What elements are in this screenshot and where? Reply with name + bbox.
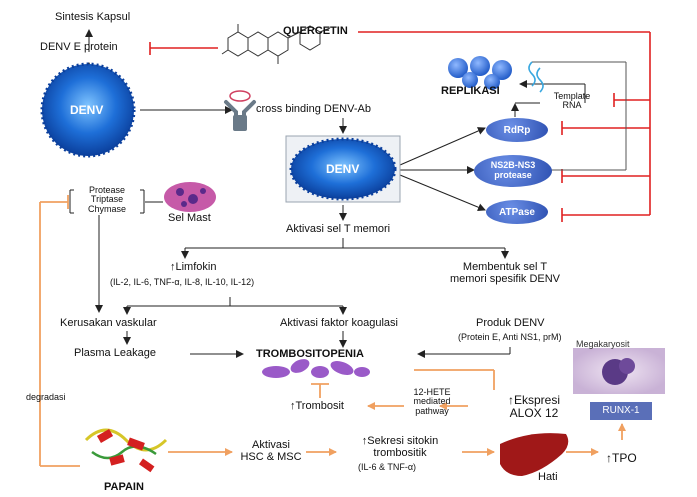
liver-icon	[500, 433, 569, 476]
runx1-box: RUNX-1	[590, 402, 652, 420]
rdrp-label: RdRp	[503, 124, 531, 136]
ns2b-ns3-node: NS2B-NS3 protease	[474, 155, 552, 187]
hete-pathway-label: 12-HETE mediated pathway	[413, 387, 451, 416]
atpase-node: ATPase	[486, 200, 548, 224]
degradasi-label: degradasi	[26, 392, 66, 402]
aktivasi-sel-t-label: Aktivasi sel T memori	[286, 223, 391, 235]
denv-e-protein-label: DENV E protein	[40, 41, 118, 53]
antibody-icon	[224, 90, 256, 131]
ekspresi-alox12-label: ↑Ekspresi ALOX 12	[507, 393, 560, 420]
replikasi-label: REPLIKASI	[441, 85, 500, 97]
produk-denv-label: Produk DENV	[476, 317, 545, 329]
replikasi-virus-icon	[448, 56, 512, 90]
quercetin-label: QUERCETIN	[283, 25, 348, 37]
megakaryosit-label: Megakaryosit	[576, 339, 630, 349]
hati-label: Hati	[538, 471, 558, 483]
cross-binding-label: cross binding DENV-Ab	[256, 103, 371, 115]
megakaryocyte-icon	[573, 348, 665, 394]
denv-center-label: DENV	[326, 162, 360, 176]
sintesis-kapsul-label: Sintesis Kapsul	[55, 11, 131, 23]
sekresi-sitokin-list: (IL-6 & TNF-α)	[358, 462, 417, 472]
kerusakan-vaskular-label: Kerusakan vaskular	[60, 317, 157, 329]
tpo-label: ↑TPO	[606, 451, 637, 465]
ns2b-ns3-label: NS2B-NS3 protease	[490, 160, 536, 180]
papain-label: PAPAIN	[104, 481, 144, 493]
trombositopenia-label: TROMBOSITOPENIA	[256, 348, 364, 360]
rdrp-node: RdRp	[486, 118, 548, 142]
atpase-label: ATPase	[499, 206, 535, 218]
runx1-label: RUNX-1	[602, 404, 640, 416]
denv-left-virus-icon	[40, 62, 136, 158]
limfokin-list: (IL-2, IL-6, TNF-α, IL-8, IL-10, IL-12)	[110, 277, 255, 287]
denv-center-virus-icon	[285, 135, 401, 203]
rna-strand-icon	[528, 61, 544, 93]
papain-protein-icon	[84, 428, 168, 473]
denv-left-label: DENV	[70, 103, 104, 117]
protease-list: Protease Triptase Chymase	[87, 185, 126, 214]
plasma-leakage-label: Plasma Leakage	[74, 347, 156, 359]
template-rna-label: Template RNA	[553, 91, 591, 111]
limfokin-label: ↑Limfokin	[170, 261, 217, 273]
sekresi-sitokin-label: ↑Sekresi sitokin trombositik	[361, 435, 439, 459]
aktivasi-faktor-koagulasi-label: Aktivasi faktor koagulasi	[280, 317, 398, 329]
sel-mast-label: Sel Mast	[168, 212, 211, 224]
aktivasi-hsc-msc-label: Aktivasi HSC & MSC	[240, 439, 302, 463]
platelets-icon	[262, 359, 370, 378]
membentuk-sel-t-label: Membentuk sel T memori spesifik DENV	[449, 261, 561, 285]
mast-cell-icon	[164, 182, 216, 212]
quercetin-molecule-icon	[221, 24, 331, 64]
trombosit-label: ↑Trombosit	[290, 400, 344, 412]
produk-denv-list: (Protein E, Anti NS1, prM)	[458, 332, 562, 342]
